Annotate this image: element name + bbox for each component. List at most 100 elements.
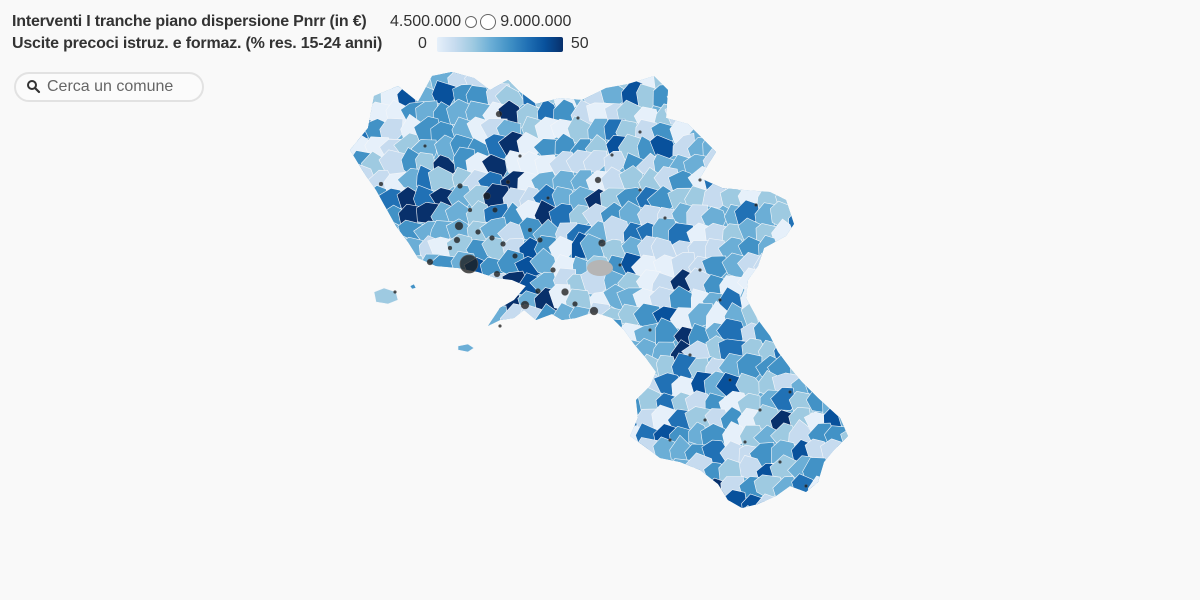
municipality-shape[interactable] [773,152,798,179]
municipality-shape[interactable] [564,64,595,96]
municipality-shape[interactable] [600,334,630,362]
municipality-shape[interactable] [400,403,427,434]
municipality-shape[interactable] [720,98,744,129]
municipality-shape[interactable] [426,408,457,435]
municipality-shape[interactable] [790,120,816,148]
municipality-shape[interactable] [587,456,611,481]
municipality-shape[interactable] [328,167,356,195]
funding-bubble[interactable] [447,245,453,251]
municipality-shape[interactable] [334,204,360,230]
funding-bubble[interactable] [638,130,642,134]
municipality-shape[interactable] [750,507,781,531]
municipality-shape[interactable] [565,425,596,447]
municipality-shape[interactable] [842,475,865,506]
municipality-shape[interactable] [481,410,506,434]
municipality-shape[interactable] [498,392,528,417]
municipality-shape[interactable] [821,184,851,214]
municipality-shape[interactable] [757,49,786,79]
municipality-shape[interactable] [632,490,663,515]
municipality-shape[interactable] [800,285,831,312]
municipality-shape[interactable] [823,234,849,262]
municipality-shape[interactable] [756,150,786,177]
municipality-shape[interactable] [341,271,369,297]
municipality-shape[interactable] [786,507,814,534]
municipality-shape[interactable] [430,270,461,300]
municipality-shape[interactable] [820,320,849,347]
municipality-shape[interactable] [600,403,627,435]
municipality-shape[interactable] [686,507,716,535]
municipality-shape[interactable] [342,474,371,505]
municipality-shape[interactable] [345,201,372,228]
municipality-shape[interactable] [343,289,371,317]
municipality-shape[interactable] [617,369,647,398]
municipality-shape[interactable] [465,510,496,540]
municipality-shape[interactable] [689,102,713,132]
municipality-shape[interactable] [802,221,831,250]
municipality-shape[interactable] [683,496,711,521]
municipality-shape[interactable] [600,373,627,403]
municipality-shape[interactable] [396,368,425,398]
municipality-shape[interactable] [334,489,357,516]
municipality-shape[interactable] [432,309,463,332]
municipality-shape[interactable] [554,442,582,465]
municipality-shape[interactable] [343,220,370,246]
municipality-shape[interactable] [753,284,780,310]
island-shape[interactable] [457,343,475,353]
municipality-shape[interactable] [769,507,799,535]
funding-bubble[interactable] [743,440,747,444]
municipality-shape[interactable] [379,373,407,397]
funding-bubble[interactable] [663,216,667,220]
municipality-shape[interactable] [396,338,428,367]
municipality-shape[interactable] [551,390,579,419]
municipality-shape[interactable] [598,458,624,484]
municipality-shape[interactable] [820,342,849,368]
municipality-shape[interactable] [585,392,610,421]
municipality-shape[interactable] [774,69,802,95]
municipality-shape[interactable] [804,117,833,146]
municipality-shape[interactable] [839,186,868,211]
municipality-shape[interactable] [333,69,357,94]
municipality-shape[interactable] [517,67,543,91]
funding-bubble[interactable] [527,227,533,233]
municipality-shape[interactable] [824,166,853,195]
municipality-shape[interactable] [549,320,576,345]
municipality-shape[interactable] [549,408,580,434]
municipality-shape[interactable] [448,443,478,470]
municipality-shape[interactable] [431,355,459,383]
municipality-shape[interactable] [411,460,439,486]
municipality-shape[interactable] [804,83,833,114]
municipality-shape[interactable] [516,390,544,418]
municipality-shape[interactable] [736,139,765,164]
municipality-shape[interactable] [587,301,611,331]
municipality-shape[interactable] [657,475,680,504]
municipality-shape[interactable] [767,496,797,522]
municipality-shape[interactable] [550,338,582,366]
municipality-shape[interactable] [837,455,868,483]
municipality-shape[interactable] [413,273,440,301]
municipality-shape[interactable] [434,421,457,450]
municipality-shape[interactable] [790,219,817,247]
municipality-shape[interactable] [448,406,475,435]
municipality-shape[interactable] [331,387,361,417]
municipality-shape[interactable] [380,475,405,501]
municipality-shape[interactable] [843,100,867,124]
municipality-shape[interactable] [349,253,376,281]
municipality-shape[interactable] [358,372,385,399]
municipality-shape[interactable] [466,274,497,300]
municipality-shape[interactable] [518,53,544,78]
municipality-shape[interactable] [615,351,643,383]
municipality-shape[interactable] [772,322,801,348]
municipality-shape[interactable] [347,443,376,470]
municipality-shape[interactable] [803,506,835,537]
municipality-shape[interactable] [821,371,851,397]
municipality-shape[interactable] [535,320,564,348]
municipality-shape[interactable] [654,46,678,77]
municipality-shape[interactable] [330,338,356,363]
funding-bubble[interactable] [598,239,606,247]
municipality-shape[interactable] [378,356,407,384]
municipality-shape[interactable] [620,440,647,471]
municipality-shape[interactable] [547,477,581,504]
municipality-shape[interactable] [572,338,596,366]
municipality-shape[interactable] [653,509,680,534]
funding-bubble[interactable] [457,183,463,189]
